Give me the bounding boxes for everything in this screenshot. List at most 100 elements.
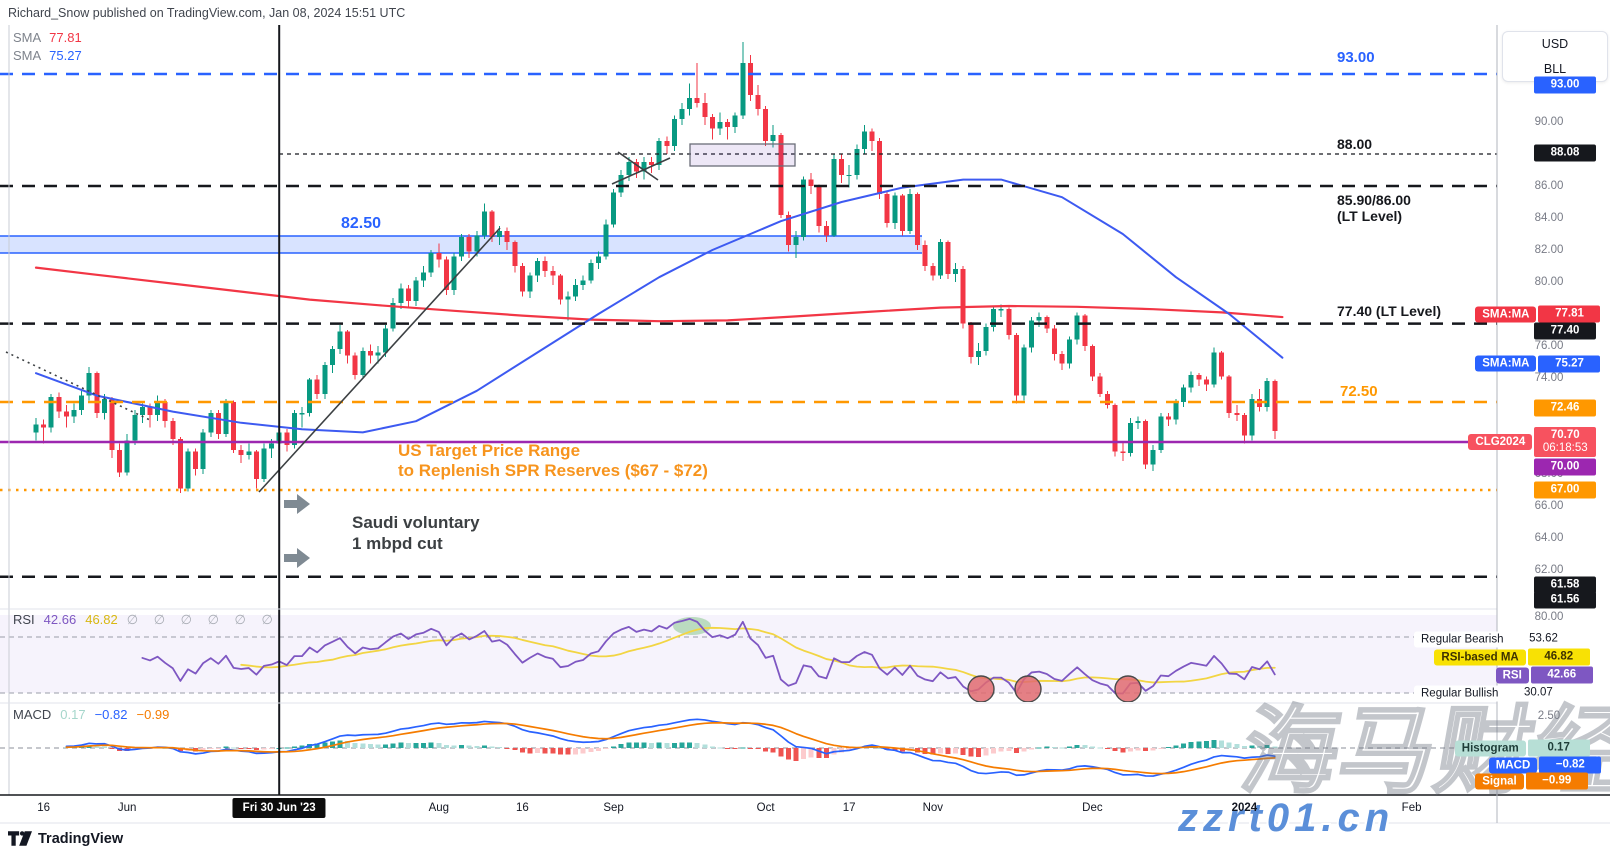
sma-blue-line bbox=[35, 178, 1284, 434]
rsi-level-rsi-value: 42.66 bbox=[1530, 666, 1593, 684]
time-tick-jun[interactable]: Jun bbox=[117, 802, 137, 814]
rsi-level-rsi: RSI 42.66 bbox=[1495, 666, 1593, 684]
rsi-value: 42.66 bbox=[43, 612, 77, 627]
price-tick: 86.00 bbox=[1534, 180, 1564, 192]
macd-line bbox=[65, 718, 1276, 777]
trendline-3 bbox=[5, 351, 151, 421]
level-label-93: 93.00 bbox=[1337, 49, 1375, 66]
trendline-2 bbox=[611, 157, 671, 185]
publish-attribution: Richard_Snow published on TradingView.co… bbox=[8, 6, 406, 20]
rsi-legend[interactable]: RSI 42.66 46.82 ∅ ∅ ∅ ∅ ∅ ∅ bbox=[13, 612, 279, 628]
macd-badge-macd-tag: MACD bbox=[1488, 757, 1538, 773]
rsi-title: RSI bbox=[13, 612, 35, 627]
trendline-0 bbox=[258, 227, 501, 493]
macd-badge-signal-value: −0.99 bbox=[1525, 772, 1588, 790]
price-tick: 84.00 bbox=[1534, 212, 1564, 224]
time-tick-2024[interactable]: 2024 bbox=[1231, 802, 1258, 814]
rsi-ma-value: 46.82 bbox=[85, 612, 118, 627]
time-tick-feb[interactable]: Feb bbox=[1401, 802, 1422, 814]
rsi-pane bbox=[0, 615, 1497, 702]
level-label-77.4: 77.40 (LT Level) bbox=[1337, 303, 1442, 319]
axis-badge-93-00: 93.00 bbox=[1534, 76, 1596, 94]
axis-badge-70-00: 70.00 bbox=[1534, 458, 1596, 476]
macd-hist-value: 0.17 bbox=[60, 707, 86, 722]
rsi-empty-params: ∅ ∅ ∅ ∅ ∅ ∅ bbox=[126, 612, 279, 627]
level-label-72.5: 72.50 bbox=[1340, 383, 1378, 400]
rsi-ma-line bbox=[240, 626, 1276, 684]
rsi-bullish-circle-0 bbox=[967, 675, 995, 702]
macd-title: MACD bbox=[13, 707, 52, 722]
time-tick-16[interactable]: 16 bbox=[515, 802, 529, 814]
macd-signal-value: −0.99 bbox=[136, 707, 170, 722]
macd-value: −0.82 bbox=[94, 707, 128, 722]
time-tick-aug[interactable]: Aug bbox=[428, 802, 450, 814]
event-arrow-icon-0 bbox=[284, 494, 310, 514]
axis-badge-clg2024-value: 70.70 06:18:53 bbox=[1534, 426, 1597, 457]
price-tick: 66.00 bbox=[1534, 500, 1564, 512]
event-arrow-icon-1 bbox=[284, 548, 310, 568]
time-tick-dec[interactable]: Dec bbox=[1082, 802, 1103, 814]
price-tick: 62.00 bbox=[1534, 564, 1564, 576]
price-tick: 64.00 bbox=[1534, 532, 1564, 544]
macd-badge-histogram-value: 0.17 bbox=[1527, 739, 1590, 757]
rsi-level-regular-bearish-value: 53.62 bbox=[1529, 632, 1558, 645]
legend-sma-red[interactable]: SMA 77.81 bbox=[13, 30, 82, 45]
rsi-bullish-circle-2 bbox=[1114, 675, 1142, 702]
currency-unit-selector[interactable]: USD BLL bbox=[1502, 31, 1608, 82]
tradingview-brand[interactable]: TradingView bbox=[8, 830, 123, 847]
macd-badge-histogram: Histogram 0.17 bbox=[1454, 739, 1590, 757]
axis-badge-77-40-value: 77.40 bbox=[1534, 322, 1596, 340]
macd-signal-line bbox=[65, 721, 1276, 775]
time-tick-nov[interactable]: Nov bbox=[922, 802, 944, 814]
consolidation-box bbox=[689, 143, 796, 167]
watermark-site: zzrt01.cn bbox=[1178, 796, 1395, 840]
legend-sma-label: SMA bbox=[13, 48, 42, 63]
macd-pane bbox=[0, 718, 1497, 777]
price-pane bbox=[0, 42, 1497, 578]
macd-badge-signal: Signal −0.99 bbox=[1475, 772, 1588, 790]
rsi-level-rsi-based-ma: RSI-based MA 46.82 bbox=[1434, 648, 1590, 666]
time-tick-17[interactable]: 17 bbox=[842, 802, 856, 814]
price-tick: 76.00 bbox=[1534, 340, 1564, 352]
annotation-spr-target-range: US Target Price Range to Replenish SPR R… bbox=[398, 441, 708, 480]
macd-scale-tick: 2.50 bbox=[1537, 710, 1561, 722]
axis-badge-72-46: 72.46 bbox=[1534, 399, 1596, 417]
macd-badge-macd-value: −0.82 bbox=[1539, 756, 1602, 774]
macd-legend[interactable]: MACD 0.17 −0.82 −0.99 bbox=[13, 707, 169, 722]
price-tick: 74.00 bbox=[1534, 372, 1564, 384]
tradingview-logo-icon bbox=[8, 831, 32, 846]
legend-sma-blue[interactable]: SMA 75.27 bbox=[13, 48, 82, 63]
axis-badge-67-00-value: 67.00 bbox=[1534, 481, 1596, 499]
axis-badge-67-00: 67.00 bbox=[1534, 481, 1596, 499]
rsi-line bbox=[141, 617, 1276, 695]
axis-badge-clg2024-tag: CLG2024 bbox=[1468, 433, 1533, 450]
time-tick-sep[interactable]: Sep bbox=[603, 802, 624, 814]
currency-option[interactable]: USD bbox=[1541, 37, 1569, 52]
time-tick-16[interactable]: 16 bbox=[37, 802, 50, 814]
rsi-level-rsi-tag: RSI bbox=[1495, 667, 1529, 683]
price-tick: 82.00 bbox=[1534, 244, 1564, 256]
axis-badge-72-46-value: 72.46 bbox=[1534, 399, 1596, 417]
price-tick: 90.00 bbox=[1534, 116, 1564, 128]
legend-sma-red-value: 77.81 bbox=[49, 30, 82, 45]
level-label-88: 88.00 bbox=[1337, 136, 1373, 152]
axis-badge-sma-ma: SMA:MA 75.27 bbox=[1475, 355, 1601, 373]
axis-badge-93-00-value: 93.00 bbox=[1534, 76, 1596, 94]
axis-badge-88-08: 88.08 bbox=[1534, 144, 1596, 162]
axis-badge-61-56: 61.56 bbox=[1534, 591, 1596, 609]
rsi-bullish-circle-1 bbox=[1014, 675, 1042, 702]
sma-red-line bbox=[34, 266, 1284, 323]
macd-badge-macd: MACD −0.82 bbox=[1488, 756, 1602, 774]
unit-option[interactable]: BLL bbox=[1543, 61, 1567, 76]
tradingview-brand-label: TradingView bbox=[38, 830, 124, 847]
time-tick-oct[interactable]: Oct bbox=[756, 802, 775, 814]
rsi-level-rsi-based-ma-value: 46.82 bbox=[1527, 648, 1590, 666]
legend-sma-blue-value: 75.27 bbox=[49, 48, 82, 63]
axis-badge-sma-ma-tag: SMA:MA bbox=[1475, 306, 1537, 323]
axis-badge-sma-ma: SMA:MA 77.81 bbox=[1475, 305, 1601, 323]
rsi-level-regular-bullish-value: 30.07 bbox=[1523, 686, 1553, 699]
rsi-level-regular-bearish: Regular Bearish 53.62 bbox=[1414, 631, 1574, 648]
axis-badge-61-58: 61.58 bbox=[1534, 576, 1596, 594]
